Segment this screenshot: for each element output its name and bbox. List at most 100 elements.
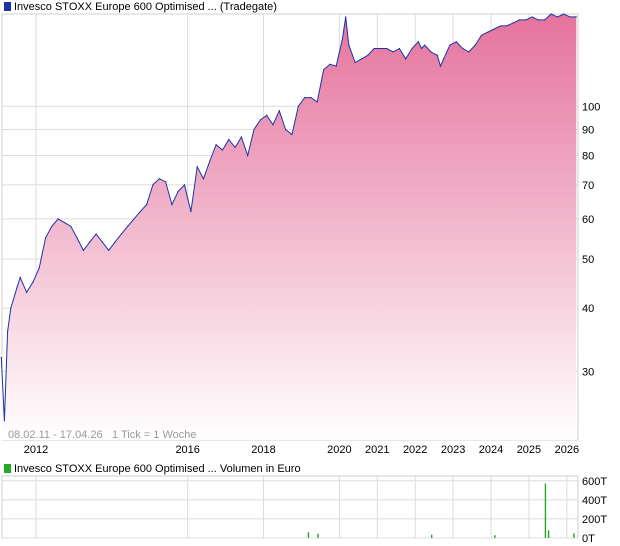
- price-point: [139, 211, 141, 213]
- volume-bar: [430, 534, 433, 538]
- price-point: [537, 19, 540, 21]
- price-point: [259, 119, 261, 121]
- price-point: [297, 105, 299, 107]
- price-legend-swatch-icon: [4, 2, 11, 11]
- price-point: [127, 225, 129, 227]
- price-point: [82, 249, 85, 252]
- price-point: [202, 178, 205, 180]
- price-point: [6, 330, 9, 333]
- price-point: [569, 16, 571, 18]
- price-x-tick-label: 2012: [24, 444, 48, 456]
- volume-y-tick-label: 600T: [582, 476, 607, 488]
- price-point: [392, 51, 394, 53]
- volume-bar: [573, 533, 575, 538]
- price-point: [341, 37, 344, 40]
- price-point: [57, 218, 59, 220]
- price-point: [575, 16, 577, 18]
- volume-legend-swatch-icon: [4, 464, 11, 473]
- price-y-tick-label: 60: [582, 214, 594, 226]
- volume-y-tick-label: 400T: [582, 495, 607, 507]
- price-point: [461, 47, 464, 50]
- volume-bar: [494, 535, 496, 538]
- price-point: [108, 249, 110, 252]
- price-point: [234, 146, 236, 148]
- price-area-fill: [1, 14, 577, 440]
- price-point: [19, 276, 21, 279]
- price-x-tick-label: 2023: [441, 444, 465, 456]
- price-point: [335, 65, 337, 67]
- price-point: [158, 178, 160, 180]
- price-point: [171, 204, 173, 206]
- price-point: [417, 41, 419, 43]
- price-point: [266, 114, 268, 116]
- tick-interval-label: 1 Tick = 1 Woche: [112, 429, 196, 441]
- price-point: [367, 54, 369, 56]
- price-point: [70, 225, 72, 227]
- price-point: [316, 101, 318, 103]
- volume-bars: [307, 483, 575, 538]
- price-point: [348, 44, 350, 46]
- price-point: [556, 16, 558, 18]
- price-x-tick-label: 2021: [365, 444, 389, 456]
- price-point: [38, 267, 40, 269]
- price-point: [221, 149, 224, 151]
- price-y-tick-label: 70: [582, 180, 594, 192]
- price-point: [480, 34, 483, 36]
- price-point: [525, 19, 527, 21]
- volume-y-tick-label: 0T: [582, 533, 595, 545]
- price-point: [518, 19, 521, 21]
- price-x-tick-label: 2024: [479, 444, 503, 456]
- volume-grid: [2, 476, 578, 539]
- price-point: [240, 136, 243, 138]
- price-point: [443, 58, 445, 60]
- price-point: [291, 133, 293, 136]
- price-point: [89, 241, 91, 243]
- price-point: [44, 237, 47, 239]
- price-point: [411, 47, 413, 50]
- price-point: [120, 233, 122, 235]
- price-point: [449, 44, 451, 46]
- price-x-tick-label: 2025: [517, 444, 541, 456]
- price-point: [3, 420, 6, 422]
- price-point: [25, 291, 28, 293]
- price-x-tick-label: 2020: [327, 444, 351, 456]
- price-point: [32, 281, 34, 283]
- price-point: [436, 54, 438, 56]
- price-point: [398, 47, 400, 50]
- price-point: [474, 44, 476, 46]
- price-point: [512, 22, 514, 24]
- price-point: [152, 184, 154, 186]
- volume-bar: [547, 530, 550, 538]
- price-point: [209, 160, 211, 162]
- price-point: [16, 286, 18, 288]
- price-y-tick-label: 40: [582, 303, 594, 315]
- price-point: [247, 154, 249, 157]
- price-legend: Invesco STOXX Europe 600 Optimised ... (…: [4, 1, 277, 13]
- price-point: [10, 307, 12, 309]
- volume-bar: [317, 533, 319, 538]
- price-point: [190, 211, 192, 213]
- price-point: [439, 65, 442, 67]
- price-point: [379, 47, 382, 50]
- price-point: [329, 63, 331, 65]
- price-point: [345, 16, 347, 18]
- price-point: [468, 51, 470, 53]
- price-point: [430, 51, 432, 53]
- volume-plot-frame: [1, 475, 579, 539]
- price-point: [455, 41, 457, 43]
- price-point: [95, 233, 97, 235]
- date-range-label: 08.02.11 - 17.04.26: [8, 429, 103, 441]
- price-point: [550, 13, 552, 15]
- price-point: [493, 28, 495, 30]
- price-y-tick-label: 100: [582, 101, 600, 113]
- volume-bar: [307, 532, 310, 538]
- price-point: [563, 13, 565, 15]
- price-x-tick-label: 2022: [403, 444, 427, 456]
- price-point: [285, 128, 287, 131]
- price-y-axis: 30 40 50 60 70 80 90 100: [582, 101, 600, 378]
- price-point: [499, 25, 502, 27]
- price-x-tick-label: 2018: [251, 444, 275, 456]
- price-point: [278, 110, 280, 112]
- price-point: [0, 356, 2, 359]
